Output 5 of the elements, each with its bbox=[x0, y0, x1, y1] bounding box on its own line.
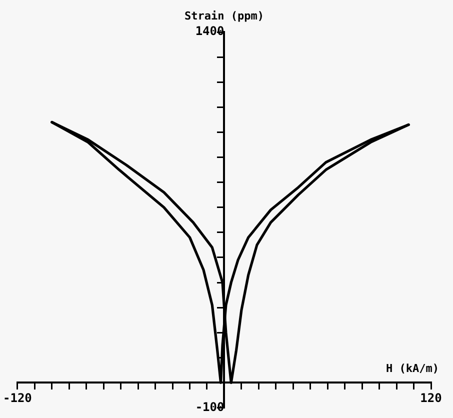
x-axis-title: H (kA/m) bbox=[386, 362, 439, 376]
y-tick-label: 1400 bbox=[195, 24, 224, 38]
y-axis-title: Strain (ppm) bbox=[184, 9, 264, 22]
x-tick-label: 120 bbox=[420, 391, 442, 406]
x-tick-label: -120 bbox=[2, 391, 32, 406]
